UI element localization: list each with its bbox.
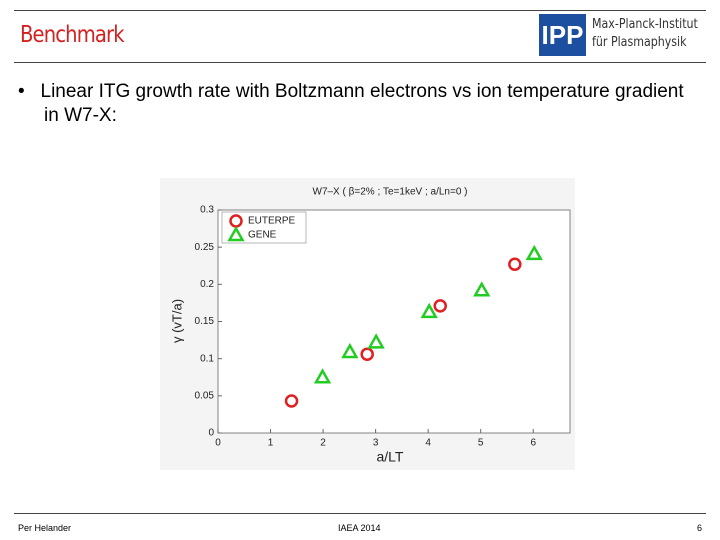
y-tick-label: 0.1	[200, 353, 214, 364]
plot-area	[217, 209, 571, 434]
y-tick-label: 0.3	[200, 205, 214, 216]
x-tick-label: 1	[268, 438, 274, 449]
y-axis-label: γ (vT/a)	[169, 299, 184, 343]
x-tick-label: 5	[478, 438, 484, 449]
y-tick-label: 0.2	[200, 279, 214, 290]
x-tick-label: 0	[215, 438, 221, 449]
logo: IPP	[539, 14, 586, 56]
triangle-marker	[473, 281, 491, 297]
institute-line: Max-Planck-Institut	[592, 17, 698, 32]
bullet: • Linear ITG growth rate with Boltzmann …	[18, 81, 684, 126]
circle-marker	[360, 347, 374, 361]
footer-event: IAEA 2014	[338, 523, 381, 533]
footer-author: Per Helander	[18, 523, 72, 533]
chart-title: W7–X ( β=2% ; Te=1keV ; a/Ln=0 )	[313, 187, 468, 198]
legend-label: EUTERPE	[248, 216, 296, 227]
triangle-marker	[227, 225, 245, 242]
y-tick-label: 0.15	[195, 316, 215, 327]
top-rule	[14, 10, 706, 11]
x-axis-label: a/LT	[377, 449, 404, 465]
bullet-text: Linear ITG growth rate with Boltzmann el…	[40, 81, 684, 126]
circle-marker	[508, 257, 522, 272]
y-tick-label: 0.25	[195, 242, 215, 253]
x-tick-label: 6	[530, 438, 536, 449]
x-tick-label: 2	[320, 438, 326, 449]
footer-rule	[14, 513, 706, 514]
legend-label: GENE	[248, 230, 277, 241]
header-rule	[14, 62, 706, 63]
circle-marker	[284, 394, 299, 408]
header-title: Benchmark	[20, 22, 125, 48]
y-tick-label: 0.05	[195, 390, 215, 401]
triangle-marker	[420, 302, 438, 319]
chart: W7–X ( β=2% ; Te=1keV ; a/Ln=0 ) a/LT γ …	[160, 178, 575, 470]
institute-line: für Plasmaphysik	[592, 35, 687, 50]
y-tick-label: 0	[208, 428, 214, 439]
page-number: 6	[697, 523, 703, 533]
triangle-marker	[367, 333, 385, 349]
x-tick-label: 4	[425, 438, 431, 449]
x-tick-label: 3	[373, 438, 379, 449]
circle-marker	[433, 299, 447, 313]
triangle-marker	[313, 368, 332, 384]
triangle-marker	[525, 244, 543, 261]
triangle-marker	[341, 342, 359, 359]
